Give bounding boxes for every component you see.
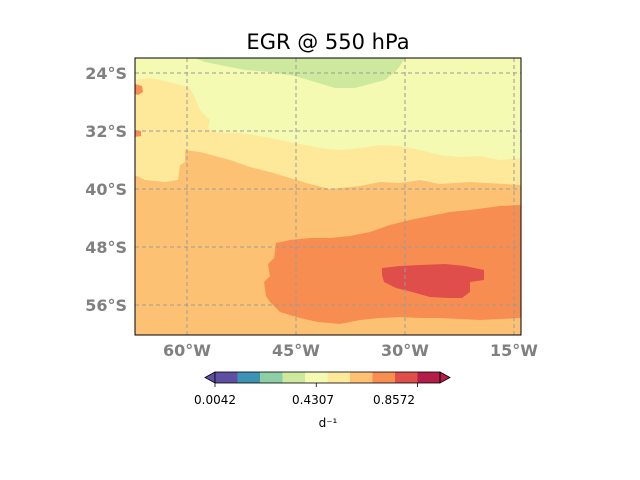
colorbar-segment: [395, 372, 418, 383]
map-plot: [135, 58, 521, 335]
lon-label: 60°W: [163, 341, 211, 360]
gridlines: [135, 58, 521, 335]
colorbar-segment: [350, 372, 373, 383]
lat-label: 56°S: [85, 296, 127, 315]
lon-label: 15°W: [490, 341, 538, 360]
lon-label: 30°W: [381, 341, 429, 360]
colorbar-segment: [372, 372, 396, 383]
lon-labels: 60°W 45°W 30°W 15°W: [163, 341, 538, 360]
chart-title: EGR @ 550 hPa: [246, 30, 409, 54]
lat-label: 24°S: [85, 64, 127, 83]
contour-level-pale-yellow: [135, 58, 521, 160]
colorbar: [204, 371, 451, 387]
lon-label: 45°W: [272, 341, 320, 360]
colorbar-segment: [327, 372, 351, 383]
colorbar-segment: [215, 372, 238, 383]
contour-edge-patch-south: [135, 130, 141, 137]
lat-label: 32°S: [85, 122, 127, 141]
colorbar-tick-labels: 0.0042 0.4307 0.8572: [194, 393, 415, 407]
colorbar-tick-label: 0.0042: [194, 393, 236, 407]
colorbar-segment: [282, 372, 306, 383]
colorbar-segment: [417, 372, 441, 383]
colorbar-segment: [260, 372, 283, 383]
lat-label: 48°S: [85, 238, 127, 257]
colorbar-tick-label: 0.8572: [373, 393, 415, 407]
colorbar-segment: [237, 372, 261, 383]
map-frame: [134, 57, 522, 336]
lat-labels: 24°S 32°S 40°S 48°S 56°S: [85, 64, 127, 315]
colorbar-frame: [214, 371, 441, 384]
colorbar-segment: [305, 372, 328, 383]
lat-label: 40°S: [85, 180, 127, 199]
colorbar-extend-min: [204, 371, 216, 384]
colorbar-tick-label: 0.4307: [292, 393, 334, 407]
contour-edge-patch-north: [135, 84, 143, 95]
contour-level-red: [382, 264, 484, 298]
colorbar-unit-label: d⁻¹: [319, 416, 338, 430]
colorbar-extend-max: [439, 371, 451, 384]
